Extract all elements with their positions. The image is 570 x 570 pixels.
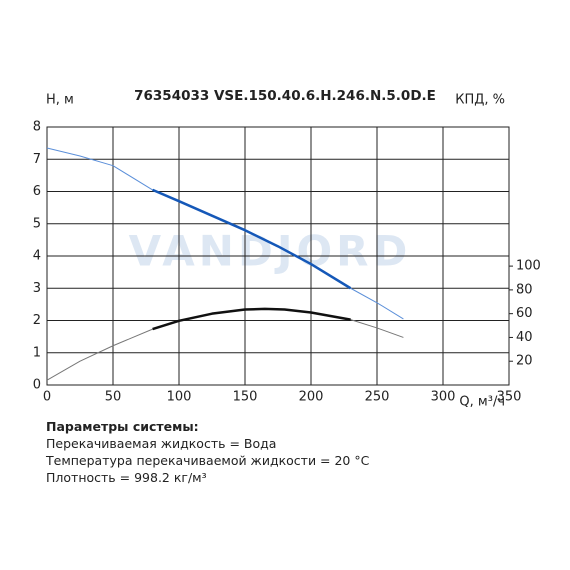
y-tick-label: 3 bbox=[33, 281, 41, 296]
system-params: Параметры системы: Перекачиваемая жидкос… bbox=[46, 418, 369, 486]
watermark: VANDJORD bbox=[129, 227, 412, 276]
y-tick-label: 2 bbox=[33, 313, 41, 328]
info-heading: Параметры системы: bbox=[46, 419, 199, 434]
x-tick-label: 0 bbox=[43, 390, 51, 405]
x-tick-label: 350 bbox=[497, 390, 522, 405]
curve bbox=[152, 188, 352, 290]
y-tick-label: 8 bbox=[33, 120, 41, 135]
y2-tick-label: 100 bbox=[516, 259, 541, 274]
x-tick-label: 100 bbox=[167, 390, 192, 405]
y2-tick-label: 60 bbox=[516, 306, 533, 321]
x-tick-label: 150 bbox=[233, 390, 258, 405]
y-tick-label: 0 bbox=[33, 378, 41, 393]
x-tick-label: 250 bbox=[365, 390, 390, 405]
y-axis-label: H, м bbox=[46, 93, 74, 108]
chart-title: 76354033 VSE.150.40.6.H.246.N.5.0D.E bbox=[134, 88, 436, 104]
x-tick-label: 300 bbox=[431, 390, 456, 405]
x-tick-label: 200 bbox=[299, 390, 324, 405]
curve bbox=[152, 307, 351, 331]
y-tick-label: 5 bbox=[33, 216, 41, 231]
y-tick-label: 6 bbox=[33, 184, 41, 199]
y2-tick-label: 40 bbox=[516, 330, 533, 345]
info-line: Температура перекачиваемой жидкости = 20… bbox=[46, 453, 370, 468]
x-axis-label: Q, м³/ч bbox=[459, 395, 505, 410]
y-tick-label: 7 bbox=[33, 152, 41, 167]
y-tick-label: 1 bbox=[33, 345, 41, 360]
info-line: Плотность = 998.2 кг/м³ bbox=[46, 470, 207, 485]
chart: 76354033 VSE.150.40.6.H.246.N.5.0D.E H, … bbox=[33, 88, 541, 410]
y-tick-label: 4 bbox=[33, 249, 41, 264]
y2-tick-label: 20 bbox=[516, 354, 533, 369]
plot-frame bbox=[46, 126, 510, 386]
x-tick-label: 50 bbox=[105, 390, 122, 405]
y2-tick-label: 80 bbox=[516, 282, 533, 297]
y2-axis-label: КПД, % bbox=[455, 93, 505, 108]
info-line: Перекачиваемая жидкость = Вода bbox=[46, 436, 277, 451]
